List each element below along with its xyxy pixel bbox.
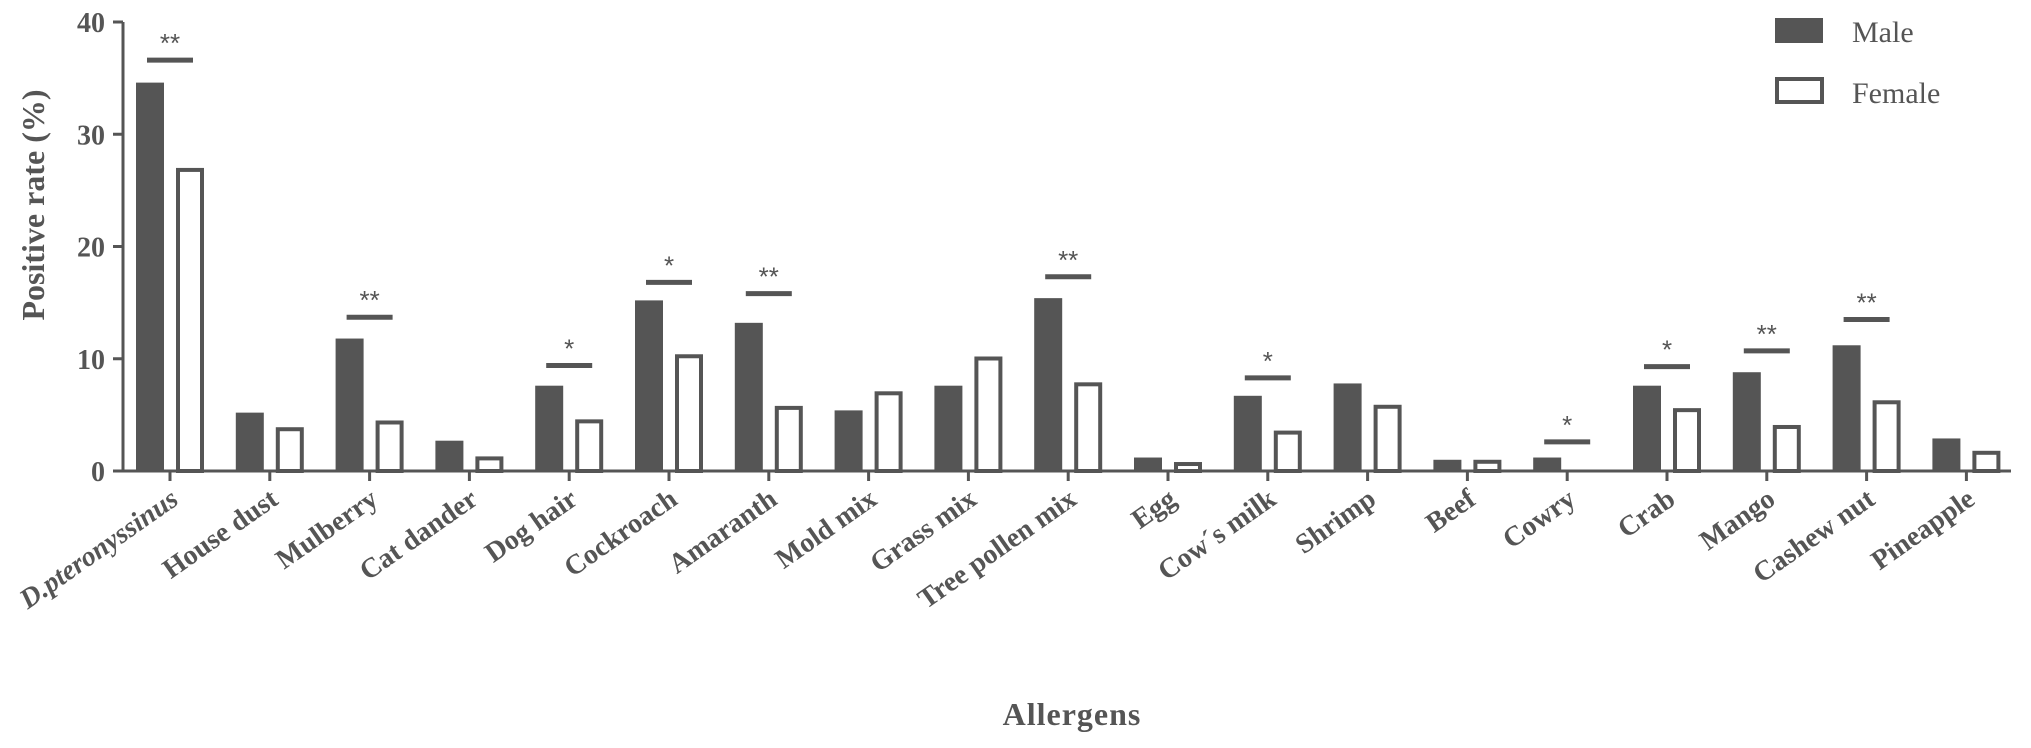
bar-male — [734, 322, 763, 471]
y-tick-label: 10 — [77, 345, 105, 376]
bar-male — [1134, 457, 1162, 471]
category-label: Amaranth — [663, 483, 783, 580]
y-tick-label: 20 — [77, 233, 105, 264]
legend-label-male: Male — [1852, 16, 1914, 49]
bar-female — [1772, 424, 1801, 474]
significance-label: * — [664, 250, 674, 280]
significance-markers: ****** *********** — [147, 28, 1890, 445]
bar-male — [136, 82, 164, 472]
significance-label: * — [1662, 335, 1672, 365]
bar-male — [1533, 457, 1562, 471]
category-label: Cockroach — [559, 483, 684, 583]
bar-female — [375, 420, 404, 473]
bar-male — [235, 412, 264, 471]
legend-label-female: Female — [1852, 77, 1940, 110]
significance-label: ** — [759, 262, 779, 292]
bar-female — [1673, 408, 1701, 474]
bar-female — [176, 167, 204, 474]
bar-male — [834, 410, 863, 471]
legend-swatch-male — [1775, 18, 1823, 43]
bar-female — [774, 405, 803, 473]
y-axis-label: Positive rate (%) — [15, 89, 51, 320]
significance-label: ** — [160, 28, 180, 58]
category-label: Cowry — [1497, 483, 1581, 555]
significance-label: ** — [1856, 287, 1876, 317]
legend-swatch-female — [1775, 77, 1824, 104]
bar-female — [475, 456, 504, 474]
bar-female — [974, 356, 1003, 474]
bar-male — [1034, 298, 1063, 471]
bar-male — [1732, 372, 1761, 471]
significance-label: ** — [1058, 245, 1078, 275]
significance-label: * — [564, 333, 574, 363]
y-tick-label: 0 — [91, 457, 105, 488]
x-axis — [123, 469, 2011, 481]
bar-male — [535, 385, 564, 471]
bar-female — [275, 427, 304, 474]
bar-female — [575, 419, 604, 473]
y-tick-label: 30 — [77, 120, 105, 151]
category-label: Egg — [1126, 483, 1182, 535]
category-label: Shrimp — [1290, 483, 1382, 560]
bar-female — [1373, 404, 1402, 473]
bar-female — [1174, 462, 1202, 473]
bar-male — [1633, 385, 1661, 471]
category-label: Pineapple — [1866, 483, 1981, 576]
bar-male — [1832, 345, 1861, 471]
bar-female — [1473, 459, 1502, 473]
significance-label: * — [1263, 346, 1273, 376]
bar-female — [874, 391, 903, 473]
bar-male — [435, 440, 464, 471]
category-label: Mango — [1694, 483, 1781, 557]
category-label: D.pteronyssinus — [13, 483, 184, 616]
y-tick-label: 40 — [77, 8, 105, 39]
bar-male — [934, 385, 963, 471]
category-label: Beef — [1420, 483, 1482, 539]
bar-male — [335, 338, 364, 471]
bars — [136, 82, 2001, 474]
category-label: Mold mix — [770, 483, 883, 575]
bar-male — [635, 300, 663, 471]
bar-male — [1433, 459, 1462, 471]
bar-female — [675, 354, 703, 474]
legend: Male Female — [1775, 16, 1940, 110]
significance-label: * — [1562, 410, 1572, 440]
x-axis-label: Allergens — [1003, 696, 1142, 732]
bar-female — [1872, 400, 1901, 473]
bar-male — [1333, 383, 1362, 471]
bar-female — [1074, 382, 1103, 474]
bar-female — [1972, 450, 2001, 474]
category-label: Crab — [1612, 483, 1681, 544]
bar-female — [1273, 430, 1302, 473]
significance-label: ** — [359, 285, 379, 315]
bar-male — [1233, 395, 1262, 471]
y-axis: 0 10 20 30 40 — [77, 8, 125, 488]
significance-label: ** — [1757, 319, 1777, 349]
bar-male — [1932, 438, 1961, 471]
